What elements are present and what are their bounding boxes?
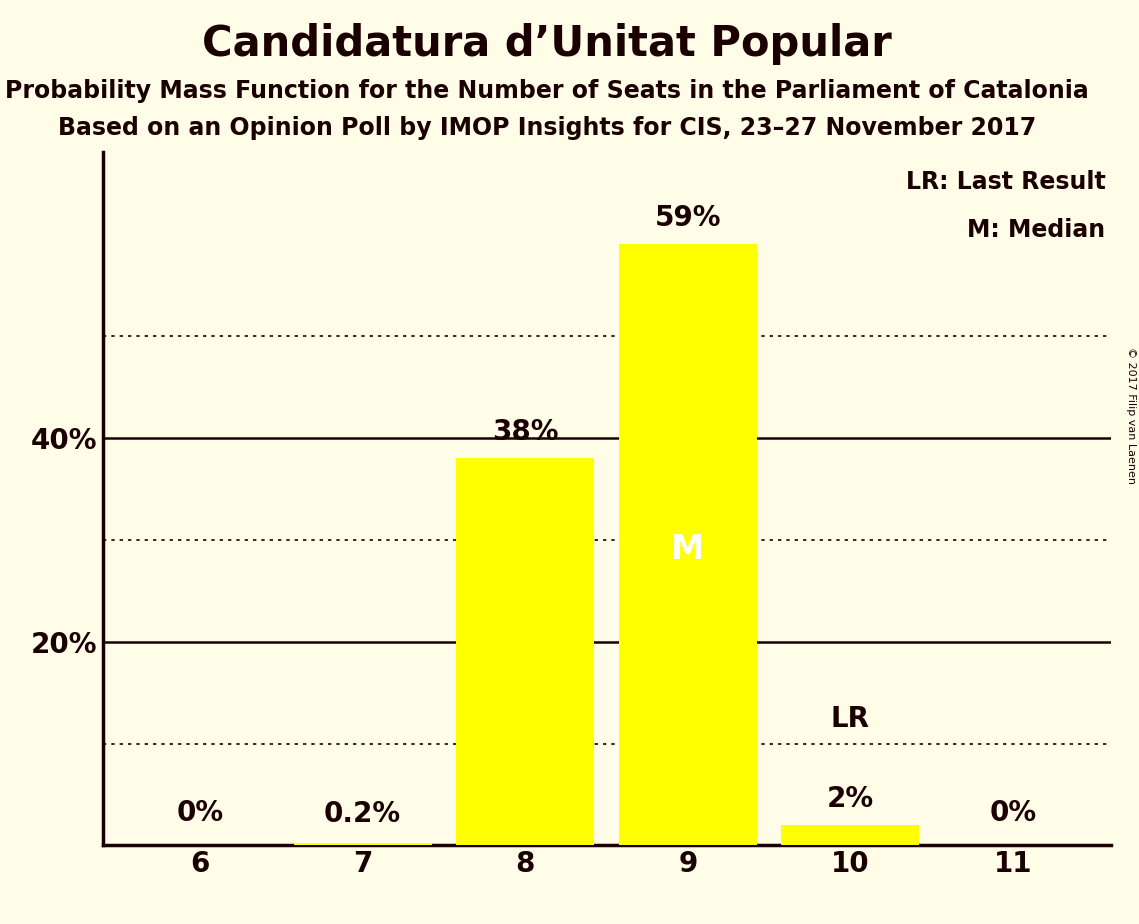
Text: Based on an Opinion Poll by IMOP Insights for CIS, 23–27 November 2017: Based on an Opinion Poll by IMOP Insight… bbox=[58, 116, 1035, 140]
Bar bbox=[294, 844, 432, 845]
Text: 2%: 2% bbox=[827, 784, 874, 813]
Text: 0%: 0% bbox=[990, 799, 1036, 827]
Text: © 2017 Filip van Laenen: © 2017 Filip van Laenen bbox=[1126, 347, 1136, 484]
Text: M: M bbox=[671, 533, 704, 566]
Text: M: Median: M: Median bbox=[967, 218, 1106, 242]
Bar bbox=[456, 458, 595, 845]
Text: Probability Mass Function for the Number of Seats in the Parliament of Catalonia: Probability Mass Function for the Number… bbox=[5, 79, 1089, 103]
Text: LR: LR bbox=[830, 705, 870, 734]
Text: 38%: 38% bbox=[492, 418, 558, 446]
Text: 0%: 0% bbox=[177, 799, 223, 827]
Bar bbox=[781, 825, 919, 845]
Text: 0.2%: 0.2% bbox=[325, 800, 401, 828]
Text: LR: Last Result: LR: Last Result bbox=[906, 170, 1106, 194]
Bar bbox=[618, 244, 757, 845]
Text: Candidatura d’Unitat Popular: Candidatura d’Unitat Popular bbox=[202, 23, 892, 65]
Text: 59%: 59% bbox=[655, 204, 721, 232]
